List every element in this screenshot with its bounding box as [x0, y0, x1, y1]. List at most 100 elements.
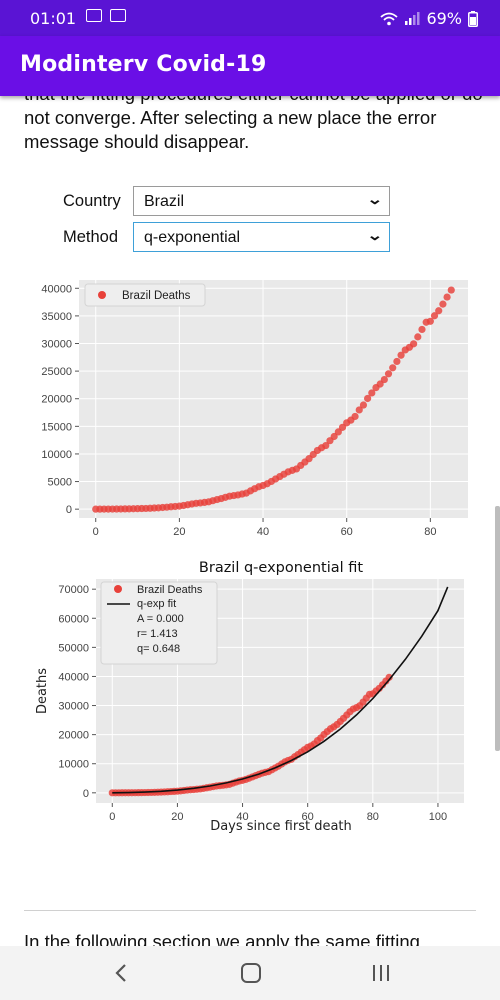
page-content[interactable]: that the fitting procedures either canno… — [0, 96, 500, 946]
legend: Brazil Deaths — [84, 283, 206, 307]
deaths-chart: 0 20 40 60 80 0 5000 10000 15000 20000 25000 30000 3… — [41, 280, 468, 538]
data-point — [359, 401, 368, 409]
fit-param-r: r= 1.413 — [137, 628, 178, 640]
legend-box — [100, 581, 218, 665]
x-tick-label: 20 — [173, 526, 185, 538]
x-tick-label: 100 — [429, 811, 447, 823]
fit-line — [112, 586, 449, 794]
data-point — [435, 307, 443, 315]
data-points — [92, 286, 455, 513]
wifi-icon — [380, 12, 399, 25]
chevron-down-icon: ⌄ — [366, 227, 384, 243]
battery-icon — [468, 10, 478, 27]
data-point — [443, 293, 451, 301]
section-divider — [24, 910, 476, 911]
x-tick-label: 60 — [302, 811, 314, 823]
data-point — [338, 423, 347, 431]
data-point — [355, 406, 363, 414]
data-point — [426, 317, 434, 325]
method-select[interactable]: q-exponential ⌄ — [133, 222, 390, 252]
axes: 0 20 40 60 80 0 5000 10000 15000 20000 25000 30000 3… — [41, 283, 436, 538]
data-point — [447, 286, 455, 294]
data-point — [389, 364, 397, 372]
data-point — [330, 432, 338, 441]
y-tick-label: 20000 — [41, 394, 72, 406]
intro-paragraph: that the fitting procedures either canno… — [24, 96, 483, 152]
data-point — [410, 340, 418, 348]
status-time: 01:01 — [30, 9, 77, 28]
legend-label: Brazil Deaths — [122, 290, 191, 302]
data-point — [351, 412, 359, 421]
y-tick-label: 25000 — [41, 366, 72, 378]
data-point — [439, 300, 447, 308]
signal-icon — [405, 11, 420, 25]
x-tick-label: 40 — [236, 811, 248, 823]
legend: Brazil Deaths q-exp fit A = 0.000 r= 1.4… — [100, 581, 218, 665]
y-tick-label: 35000 — [41, 311, 72, 323]
x-tick-label: 80 — [424, 526, 436, 538]
app-bar: Modinterv Covid-19 — [0, 36, 500, 96]
data-point — [368, 389, 376, 397]
y-axis-label: Deaths — [35, 668, 50, 714]
y-tick-label: 15000 — [41, 421, 72, 433]
legend-marker — [114, 585, 122, 593]
data-point — [418, 325, 426, 334]
y-tick-label: 10000 — [58, 759, 89, 771]
x-tick-label: 60 — [341, 526, 353, 538]
x-tick-label: 0 — [93, 526, 99, 538]
fit-param-a: A = 0.000 — [137, 613, 184, 625]
home-button[interactable] — [236, 959, 266, 987]
x-tick-label: 80 — [367, 811, 379, 823]
method-row: Method q-exponential ⌄ — [0, 222, 500, 254]
x-tick-label: 40 — [257, 526, 269, 538]
legend-label-deaths: Brazil Deaths — [137, 584, 203, 596]
y-tick-label: 50000 — [58, 642, 89, 654]
voicemail-icon — [86, 9, 102, 22]
legend-box — [84, 283, 206, 307]
data-point — [364, 394, 372, 403]
data-point — [397, 351, 405, 359]
battery-percent: 69% — [426, 9, 462, 28]
y-tick-label: 30000 — [41, 339, 72, 351]
data-point — [380, 375, 388, 384]
data-point — [385, 673, 393, 681]
status-bar: 01:01 69% — [0, 0, 500, 36]
x-tick-label: 20 — [171, 811, 183, 823]
chevron-down-icon: ⌄ — [366, 191, 384, 207]
status-right: 69% — [380, 9, 478, 28]
y-tick-label: 30000 — [58, 701, 89, 713]
y-tick-label: 40000 — [58, 671, 89, 683]
country-select[interactable]: Brazil ⌄ — [133, 186, 390, 216]
country-select-value: Brazil — [144, 193, 185, 210]
y-tick-label: 10000 — [41, 449, 72, 461]
y-tick-label: 0 — [66, 504, 72, 516]
chart-title: Brazil q-exponential fit — [199, 560, 364, 576]
country-label: Country — [63, 192, 121, 210]
data-point — [384, 370, 393, 378]
data-point — [414, 333, 422, 341]
method-label: Method — [63, 228, 119, 246]
scrollbar-thumb[interactable] — [495, 506, 500, 751]
next-section-paragraph: In the following section we apply the sa… — [24, 931, 420, 946]
app-title: Modinterv Covid-19 — [20, 52, 267, 77]
notification-icons — [86, 9, 126, 22]
y-tick-label: 60000 — [58, 613, 89, 625]
y-tick-label: 0 — [83, 788, 89, 800]
data-point — [393, 357, 401, 366]
x-axis-label: Days since first death — [210, 819, 352, 834]
back-button[interactable] — [106, 959, 136, 987]
navigation-bar — [0, 946, 500, 1000]
axes: 0 20 40 60 80 100 0 10000 20000 30000 40000 50000 60… — [58, 584, 447, 823]
data-point — [322, 441, 330, 450]
image-icon — [110, 9, 126, 22]
y-tick-label: 5000 — [48, 477, 72, 489]
data-point — [334, 428, 342, 436]
y-tick-label: 70000 — [58, 584, 89, 596]
data-point — [430, 312, 439, 320]
y-tick-label: 20000 — [58, 730, 89, 742]
fit-param-q: q= 0.648 — [137, 643, 180, 655]
fit-chart: Brazil q-exponential fit 0 20 40 60 80 100 0 10… — [35, 560, 464, 834]
method-select-value: q-exponential — [144, 229, 241, 246]
recents-button[interactable] — [366, 959, 396, 987]
legend-label-fit: q-exp fit — [137, 598, 176, 610]
